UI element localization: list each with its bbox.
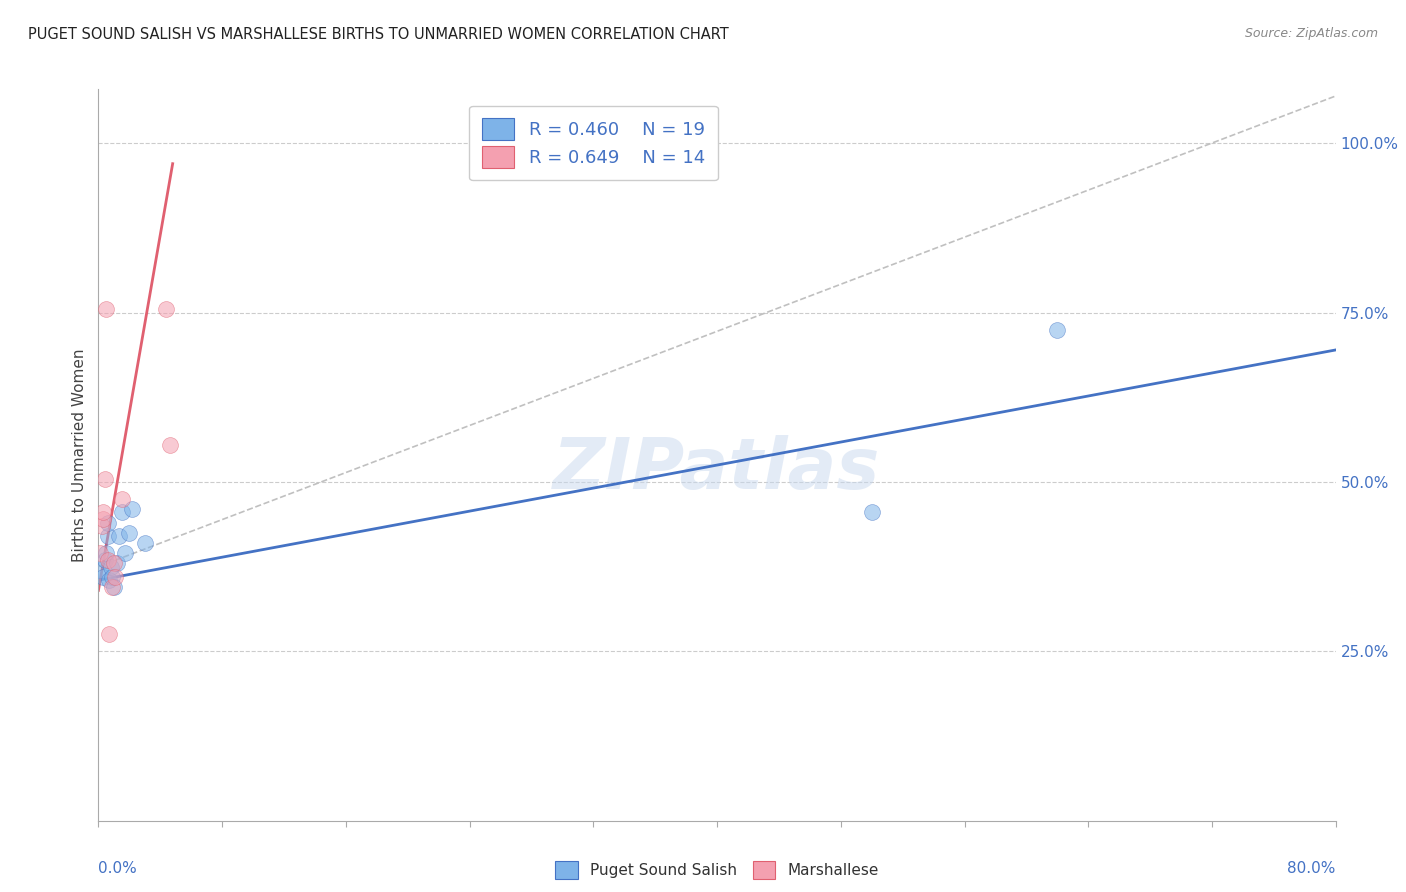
Point — [105, 556, 128, 570]
Text: 80.0%: 80.0% — [1288, 861, 1336, 876]
Point — [118, 525, 141, 540]
Point — [104, 570, 127, 584]
Y-axis label: Births to Unmarried Women: Births to Unmarried Women — [72, 348, 87, 562]
Text: PUGET SOUND SALISH VS MARSHALLESE BIRTHS TO UNMARRIED WOMEN CORRELATION CHART: PUGET SOUND SALISH VS MARSHALLESE BIRTHS… — [28, 27, 728, 42]
Point — [91, 506, 114, 520]
Point — [91, 512, 114, 526]
Point — [90, 519, 112, 533]
Point — [101, 580, 124, 594]
Point — [96, 546, 118, 560]
Point — [97, 529, 120, 543]
Point — [91, 570, 114, 584]
Text: Source: ZipAtlas.com: Source: ZipAtlas.com — [1244, 27, 1378, 40]
Point — [107, 529, 129, 543]
Point — [98, 573, 121, 587]
Point — [98, 627, 121, 641]
Point — [121, 502, 143, 516]
Text: 0.0%: 0.0% — [98, 861, 138, 876]
Point — [155, 302, 177, 317]
Point — [89, 546, 111, 560]
Point — [111, 491, 134, 506]
Point — [103, 580, 125, 594]
Text: ZIPatlas: ZIPatlas — [554, 435, 880, 504]
Point — [103, 556, 125, 570]
Point — [114, 546, 136, 560]
Point — [89, 563, 111, 577]
Point — [159, 438, 181, 452]
Point — [97, 553, 120, 567]
Point — [101, 570, 124, 584]
Point — [93, 472, 115, 486]
Point — [93, 553, 115, 567]
Point — [96, 302, 118, 317]
Point — [97, 516, 120, 530]
Point — [1046, 323, 1069, 337]
Legend: Puget Sound Salish, Marshallese: Puget Sound Salish, Marshallese — [547, 854, 887, 886]
Point — [111, 506, 134, 520]
Point — [100, 559, 122, 574]
Point — [860, 506, 883, 520]
Point — [134, 536, 156, 550]
